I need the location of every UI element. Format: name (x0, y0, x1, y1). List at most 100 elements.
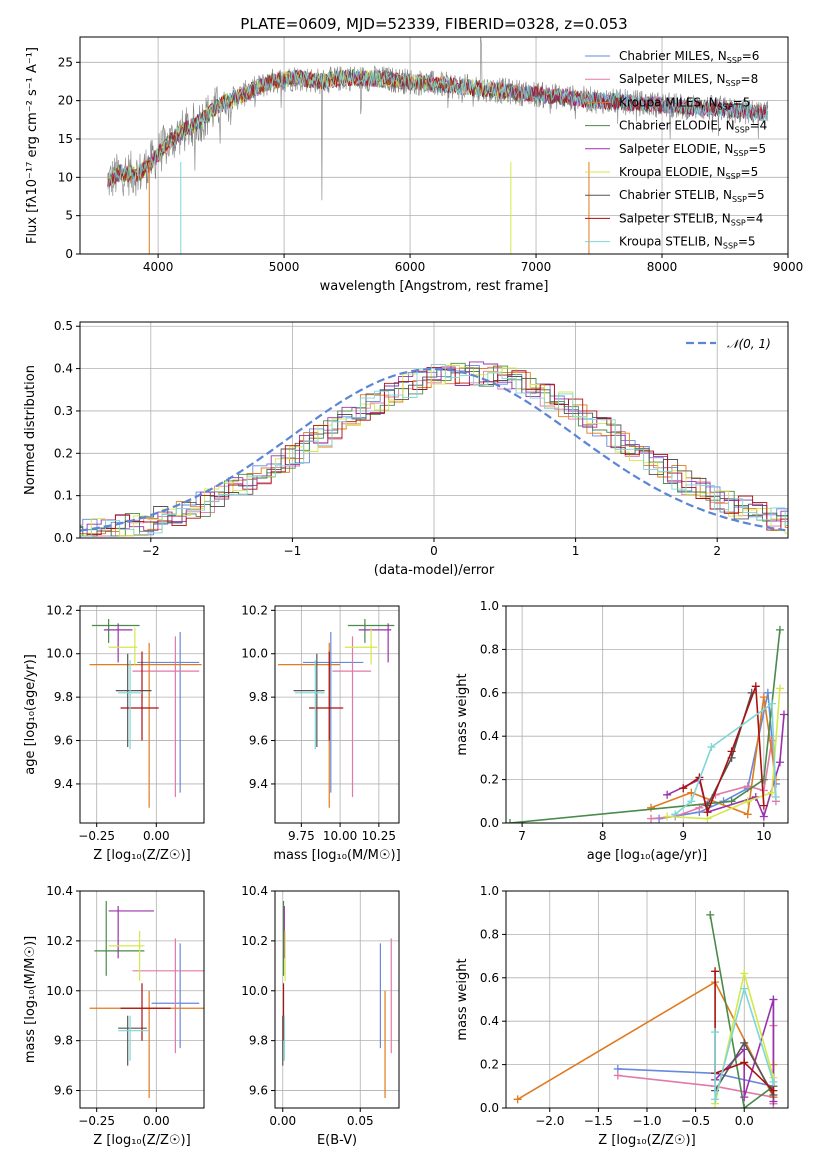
panel-mass-vs-Z: −0.25 0.00 9.6 9.8 10.0 10.2 10.4 Z [log₁₀(Z/Z☉… (23, 884, 205, 1148)
grid-age-vs-mass (275, 606, 399, 823)
legend-label-kroupa-miles: Kroupa MILES, NSSP=5 (619, 95, 750, 111)
y-tick-label: 0.4 (54, 362, 73, 376)
y-tick-label: 0.5 (54, 319, 73, 333)
x-tick-label: −1 (284, 544, 302, 558)
errorbar-chabrier-miles (302, 632, 364, 793)
panel-age-vs-mass: 9.75 10.00 10.25 9.4 9.6 9.8 10.0 10.2 mass [log… (241, 603, 400, 863)
series-marker-chabrier-elodie (706, 910, 715, 919)
errorbar-salpeter-elodie (103, 623, 133, 663)
x-tick-label: −0.25 (78, 1114, 115, 1128)
plot-area-age-vs-Z (89, 619, 202, 808)
axes-frame (79, 321, 789, 539)
series-marker-salpeter-stelib (703, 808, 712, 817)
panel-weight-vs-Z: −2.0 −1.5 −1.0 −0.5 0.0 0.0 0.2 0.4 0.6 0.8 1.0 Z [… (455, 884, 789, 1148)
series-marker-salpeter-elodie (769, 995, 778, 1004)
axes-frame (505, 890, 789, 1109)
errorbar-salpeter-elodie (358, 623, 392, 663)
errorbar-kroupa-elodie (108, 930, 145, 981)
x-axis-label: wavelength [Angstrom, rest frame] (320, 279, 549, 294)
x-tick-label: 7 (518, 829, 526, 843)
axes-frame (274, 605, 400, 824)
series-line-salpeter-stelib (714, 971, 774, 1092)
x-tick-label: 9000 (773, 260, 804, 274)
y-tick-label: 1.0 (480, 599, 499, 613)
y-axis-label: Normed distribution (23, 365, 38, 495)
panel-age-vs-Z: −0.25 0.00 9.4 9.6 9.8 10.0 10.2 Z [log₁₀(Z/Z☉)… (23, 603, 205, 863)
series-marker-salpeter-elodie (779, 710, 788, 719)
y-tick-label: 1.0 (480, 884, 499, 898)
normal-curve (80, 367, 786, 532)
x-tick-label: 6000 (395, 260, 426, 274)
y-tick-label: 10.2 (46, 603, 73, 617)
y-tick-label: 10.0 (241, 647, 268, 661)
series-marker-kroupa-elodie (775, 684, 784, 693)
errorbar-chabrier-miles (137, 632, 200, 793)
series-marker-kroupa-elodie (743, 797, 752, 806)
y-tick-label: 20 (58, 94, 73, 108)
x-axis-label: age [log₁₀(age/yr)] (587, 848, 708, 863)
legend-label-chabrier-miles: Chabrier MILES, NSSP=6 (619, 49, 759, 65)
series-marker-salpeter-stelib (751, 682, 760, 691)
series-marker-chabrier-elodie (506, 819, 515, 823)
x-tick-label: 0.00 (143, 829, 170, 843)
series-line-kroupa-stelib (714, 985, 775, 1100)
x-tick-label: 10.00 (323, 829, 357, 843)
x-tick-label: 0 (430, 544, 438, 558)
series-marker-salpeter-elodie (759, 812, 768, 821)
y-tick-label: 0.8 (480, 642, 499, 656)
model-spectrum-salpeter-stelib (107, 69, 769, 188)
legend-label-salpeter-miles: Salpeter MILES, NSSP=8 (619, 72, 758, 88)
y-tick-label: 9.6 (249, 1084, 268, 1098)
y-axis-label: mass weight (455, 673, 470, 755)
series-marker-kroupa-elodie (767, 788, 776, 797)
errorbar-kroupa-stelib (118, 660, 142, 750)
series-marker-kroupa-stelib (671, 810, 680, 819)
legend-residuals: 𝒩(0, 1) (686, 337, 771, 351)
histogram-chabrier-stelib (80, 367, 788, 537)
series-marker-kroupa-stelib (767, 699, 776, 708)
x-tick-label: 5000 (269, 260, 300, 274)
y-axis-label: mass [log₁₀(M/M☉)] (23, 936, 38, 1063)
legend-label-salpeter-stelib: Salpeter STELIB, NSSP=4 (619, 211, 763, 227)
y-tick-label: 0.0 (480, 1101, 499, 1115)
series-marker-salpeter-stelib (740, 1058, 749, 1067)
y-tick-label: 9.6 (249, 734, 268, 748)
legend-label-kroupa-stelib: Kroupa STELIB, NSSP=5 (619, 235, 756, 251)
series-marker-kroupa-stelib (740, 984, 749, 993)
y-tick-label: 0.8 (480, 927, 499, 941)
y-tick-label: 0.2 (480, 773, 499, 787)
y-tick-label: 0.6 (480, 971, 499, 985)
axes-frame (505, 605, 789, 824)
x-tick-label: 0.00 (143, 1114, 170, 1128)
series-marker-kroupa-miles (743, 810, 752, 819)
x-tick-label: −0.25 (78, 829, 115, 843)
errorbar-chabrier-stelib (293, 653, 325, 748)
series-marker-kroupa-miles (513, 1095, 522, 1104)
x-tick-label: 10.25 (362, 829, 396, 843)
y-tick-label: 0.6 (480, 686, 499, 700)
legend-label-normal: 𝒩(0, 1) (727, 337, 771, 351)
y-tick-label: 15 (58, 132, 73, 146)
plot-area-weight-vs-age (506, 625, 788, 823)
plot-area-weight-vs-Z (513, 910, 778, 1108)
errorbar-kroupa-stelib (295, 660, 325, 750)
series-marker-salpeter-elodie (740, 1093, 749, 1102)
x-tick-label: −0.5 (681, 1114, 710, 1128)
x-tick-label: 1 (572, 544, 580, 558)
histogram-kroupa-stelib (80, 364, 788, 537)
series-marker-salpeter-stelib (711, 967, 720, 976)
y-tick-label: 9.8 (54, 1034, 73, 1048)
series-marker-salpeter-stelib (759, 801, 768, 810)
y-axis-label: Flux [fλ10⁻¹⁷ erg cm⁻² s⁻¹ A⁻¹] (25, 47, 40, 244)
series-marker-salpeter-elodie (663, 790, 672, 799)
model-spectrum-kroupa-stelib (107, 68, 769, 190)
series-marker-kroupa-stelib (707, 743, 716, 752)
y-tick-label: 10.2 (241, 603, 268, 617)
y-tick-label: 0.0 (480, 816, 499, 830)
x-tick-label: 0.00 (269, 1114, 296, 1128)
x-axis-label: Z [log₁₀(Z/Z☉)] (93, 1133, 190, 1148)
series-marker-salpeter-stelib (769, 1086, 778, 1095)
x-tick-label: 0.0 (735, 1114, 754, 1128)
errorbar-salpeter-miles (132, 938, 204, 1054)
